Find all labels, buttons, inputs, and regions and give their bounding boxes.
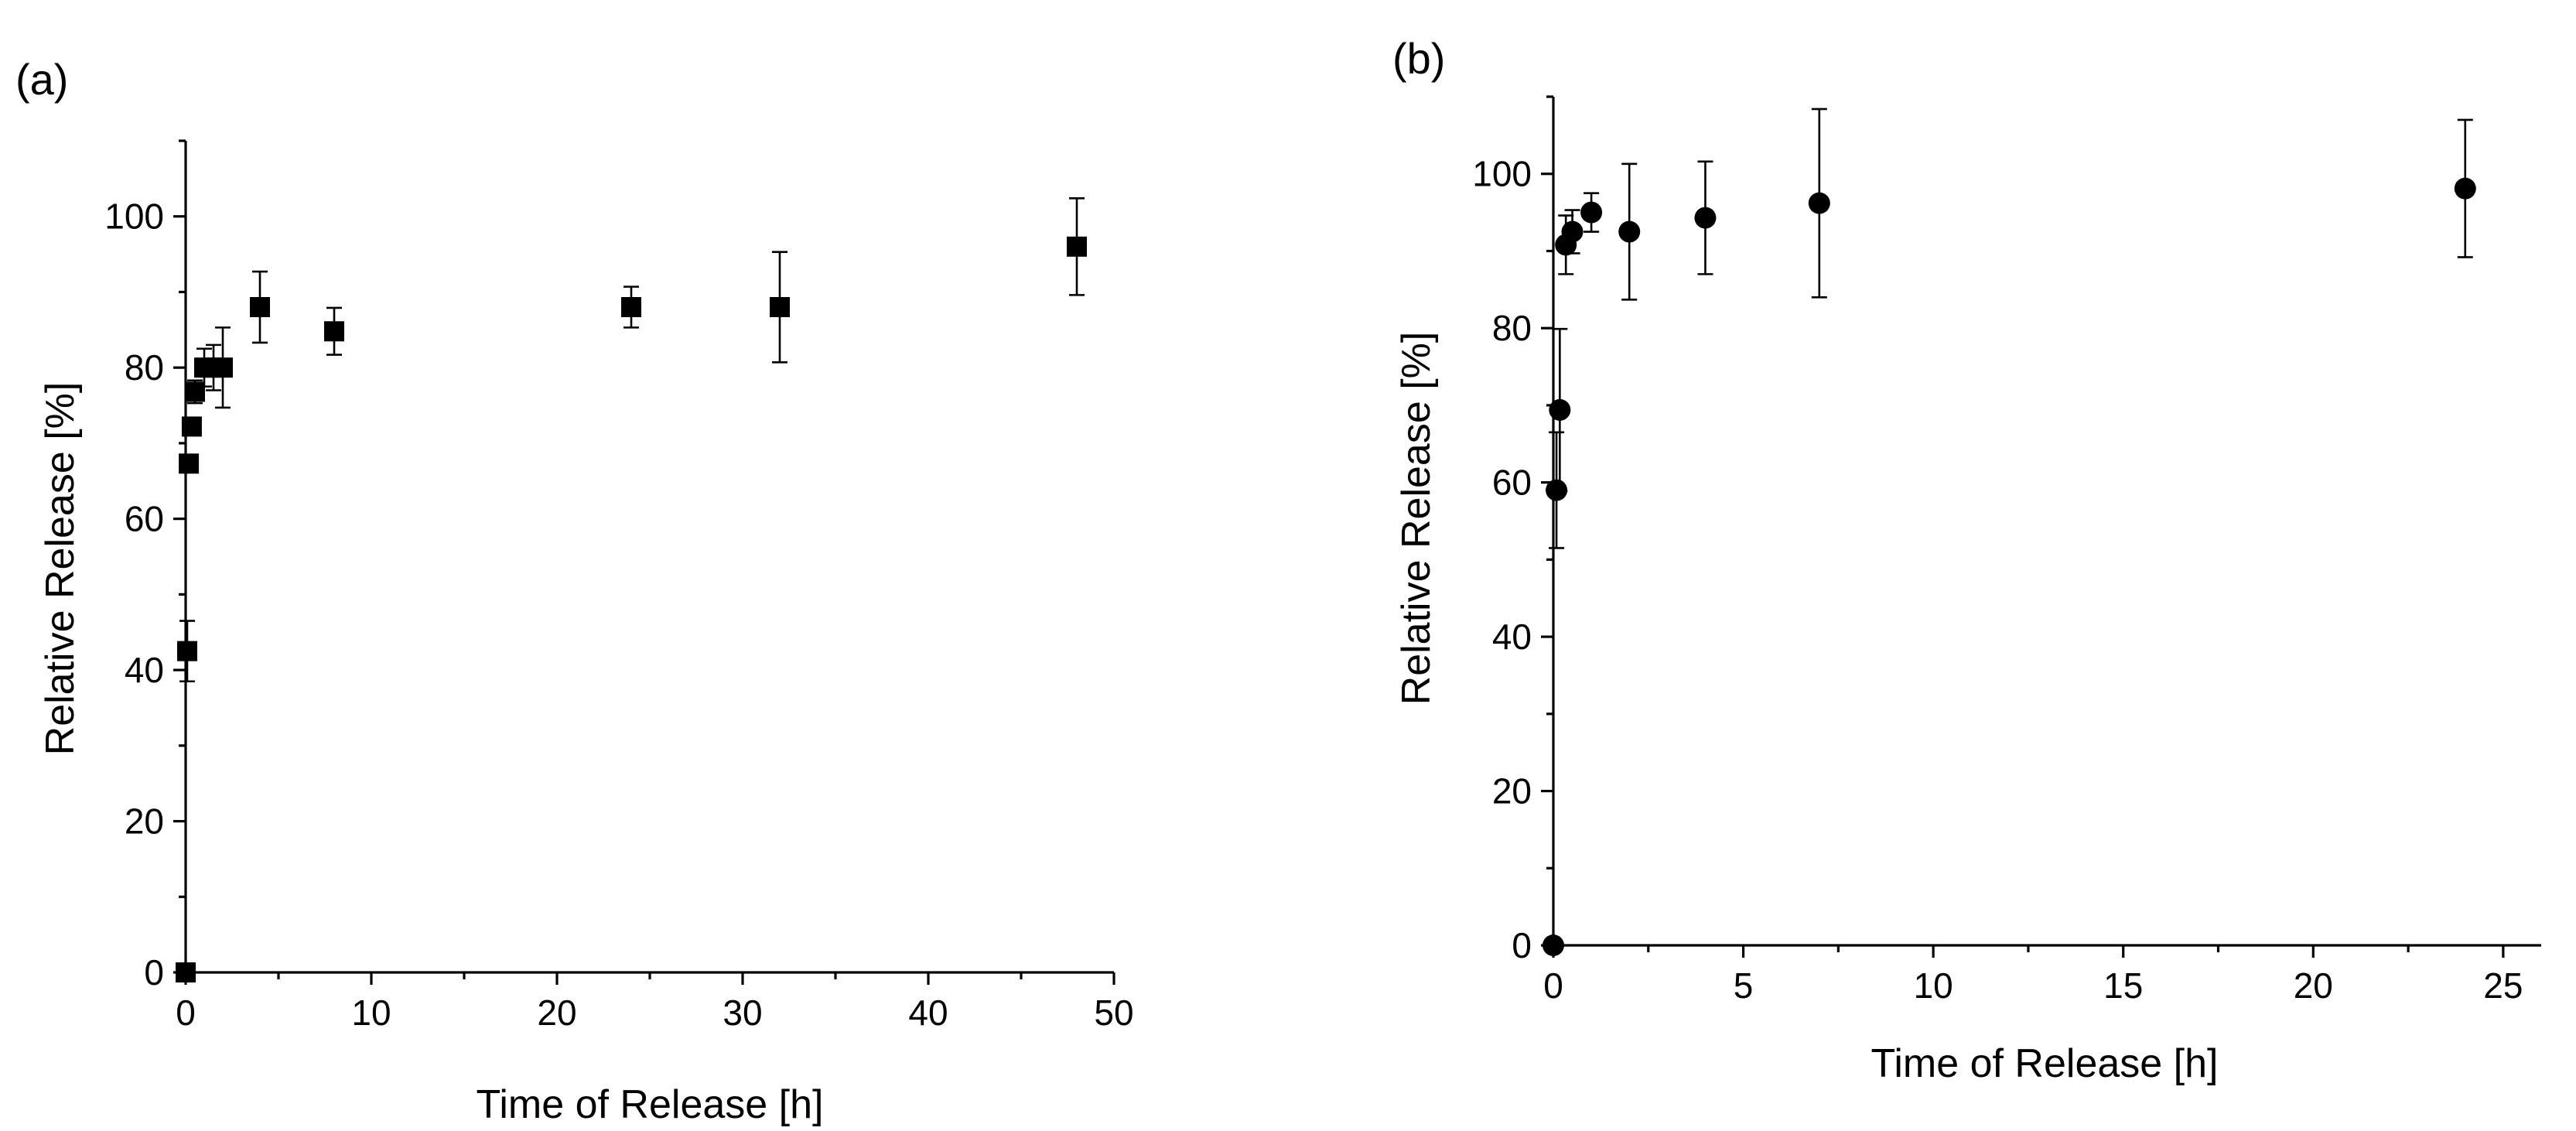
error-bars-b xyxy=(1549,108,2473,549)
y-tick-label: 40 xyxy=(125,650,164,690)
data-point xyxy=(185,381,205,402)
x-tick-label: 0 xyxy=(1543,965,1563,1006)
x-tick-label: 5 xyxy=(1734,965,1754,1006)
data-point xyxy=(1549,398,1571,421)
y-axis-title-a: Relative Release [%] xyxy=(38,382,83,756)
x-tick-label: 15 xyxy=(2103,965,2143,1006)
data-point xyxy=(1580,201,1603,224)
data-point xyxy=(1808,192,1830,214)
y-tick-label: 20 xyxy=(1492,771,1532,812)
data-point xyxy=(1561,220,1584,243)
data-points-b xyxy=(1543,177,2476,956)
data-point xyxy=(324,321,344,342)
y-tick-label: 100 xyxy=(1472,154,1532,194)
y-tick-label: 60 xyxy=(125,499,164,539)
y-tick-label: 0 xyxy=(1512,925,1532,965)
y-tick-label: 80 xyxy=(1492,308,1532,348)
y-tick-label: 60 xyxy=(1492,463,1532,503)
chart-panel-b: (b) 0 20 40 60 80 100 0 5 10 15 20 25 Time of Relea… xyxy=(1392,34,2541,1086)
data-point xyxy=(1546,479,1568,501)
x-tick-label: 40 xyxy=(908,993,948,1033)
y-tick-label: 40 xyxy=(1492,617,1532,657)
x-tick-label: 50 xyxy=(1094,993,1133,1033)
y-axis-title-b: Relative Release [%] xyxy=(1394,332,1439,706)
data-point xyxy=(1543,935,1564,956)
x-tick-label: 25 xyxy=(2483,965,2523,1006)
x-axis-title-a: Time of Release [h] xyxy=(477,1082,824,1127)
data-point xyxy=(179,453,200,474)
x-tick-label: 10 xyxy=(351,993,391,1033)
y-tick-label: 80 xyxy=(125,347,164,388)
data-point xyxy=(1067,236,1087,257)
chart-panel-a: (a) 0 20 40 60 80 100 0 10 20 30 40 50 Time of Rele… xyxy=(15,55,1134,1127)
x-tick-label: 0 xyxy=(176,993,196,1033)
data-point xyxy=(176,641,197,661)
data-point xyxy=(181,416,202,437)
ticks-a: 0 20 40 60 80 100 0 10 20 30 40 50 xyxy=(104,139,1134,1033)
y-tick-label: 20 xyxy=(125,801,164,842)
data-point xyxy=(2454,177,2476,200)
data-point xyxy=(621,297,641,317)
ticks-b: 0 20 40 60 80 100 0 5 10 15 20 25 xyxy=(1472,95,2523,1006)
axes-b xyxy=(1552,97,2541,947)
y-tick-label: 0 xyxy=(144,952,164,993)
data-point xyxy=(213,357,233,378)
x-tick-label: 20 xyxy=(537,993,576,1033)
x-tick-label: 30 xyxy=(723,993,762,1033)
x-tick-label: 20 xyxy=(2294,965,2333,1006)
data-point xyxy=(250,297,270,317)
x-tick-label: 10 xyxy=(1914,965,1953,1006)
data-point xyxy=(1694,207,1717,229)
panel-label-b: (b) xyxy=(1392,34,1445,83)
y-tick-label: 100 xyxy=(104,196,164,237)
x-axis-title-b: Time of Release [h] xyxy=(1871,1041,2219,1086)
axes-a xyxy=(184,141,1114,974)
error-bars-a xyxy=(179,196,1085,683)
data-points-a xyxy=(176,236,1087,982)
data-point xyxy=(1618,220,1641,243)
data-point xyxy=(176,962,196,982)
panel-label-a: (a) xyxy=(15,55,68,104)
data-point xyxy=(770,297,790,317)
